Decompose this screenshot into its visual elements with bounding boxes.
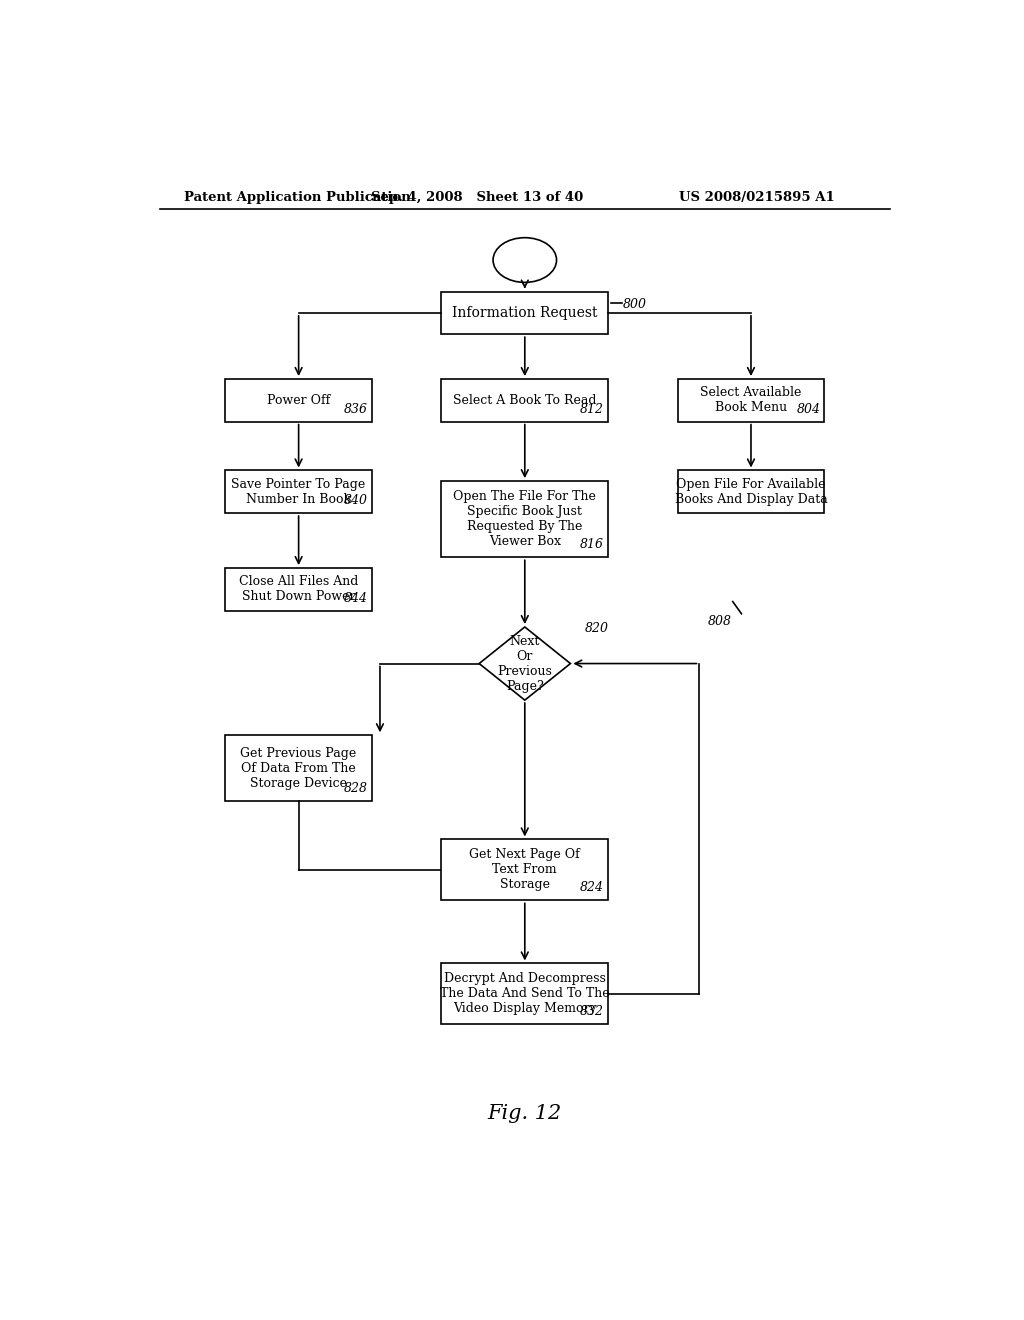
Text: Next
Or
Previous
Page?: Next Or Previous Page? xyxy=(498,635,552,693)
Text: Get Next Page Of
Text From
Storage: Get Next Page Of Text From Storage xyxy=(469,849,581,891)
Text: Select A Book To Read: Select A Book To Read xyxy=(453,393,597,407)
Text: Fig. 12: Fig. 12 xyxy=(487,1105,562,1123)
Text: 808: 808 xyxy=(708,615,731,628)
Text: Close All Files And
Shut Down Power: Close All Files And Shut Down Power xyxy=(239,576,358,603)
Bar xyxy=(225,470,372,513)
Text: Information Request: Information Request xyxy=(452,306,598,319)
Text: Power Off: Power Off xyxy=(267,393,331,407)
Bar xyxy=(441,480,608,557)
Text: Sep. 4, 2008   Sheet 13 of 40: Sep. 4, 2008 Sheet 13 of 40 xyxy=(371,190,584,203)
Text: 836: 836 xyxy=(344,403,368,416)
Text: 820: 820 xyxy=(585,622,608,635)
Bar xyxy=(225,568,372,611)
Bar xyxy=(678,379,824,421)
Text: 824: 824 xyxy=(581,882,604,894)
Text: 816: 816 xyxy=(581,539,604,552)
Bar xyxy=(441,379,608,421)
Text: 844: 844 xyxy=(344,591,368,605)
Text: 800: 800 xyxy=(624,298,647,312)
Text: 828: 828 xyxy=(344,783,368,795)
Bar xyxy=(225,735,372,801)
Text: 812: 812 xyxy=(581,403,604,416)
Text: Get Previous Page
Of Data From The
Storage Device: Get Previous Page Of Data From The Stora… xyxy=(241,747,356,789)
Bar xyxy=(441,964,608,1024)
Text: 832: 832 xyxy=(581,1006,604,1018)
Text: Open The File For The
Specific Book Just
Requested By The
Viewer Box: Open The File For The Specific Book Just… xyxy=(454,490,596,548)
Text: 804: 804 xyxy=(797,403,820,416)
Text: Open File For Available
Books And Display Data: Open File For Available Books And Displa… xyxy=(675,478,827,506)
Bar xyxy=(441,292,608,334)
Bar xyxy=(441,840,608,900)
Text: US 2008/0215895 A1: US 2008/0215895 A1 xyxy=(679,190,835,203)
Text: Decrypt And Decompress
The Data And Send To The
Video Display Memory: Decrypt And Decompress The Data And Send… xyxy=(440,973,609,1015)
Bar xyxy=(225,379,372,421)
Text: Save Pointer To Page
Number In Book: Save Pointer To Page Number In Book xyxy=(231,478,366,506)
Polygon shape xyxy=(479,627,570,700)
Ellipse shape xyxy=(493,238,557,282)
Bar xyxy=(678,470,824,513)
Text: Patent Application Publication: Patent Application Publication xyxy=(183,190,411,203)
Text: Select Available
Book Menu: Select Available Book Menu xyxy=(700,387,802,414)
Text: 840: 840 xyxy=(344,494,368,507)
